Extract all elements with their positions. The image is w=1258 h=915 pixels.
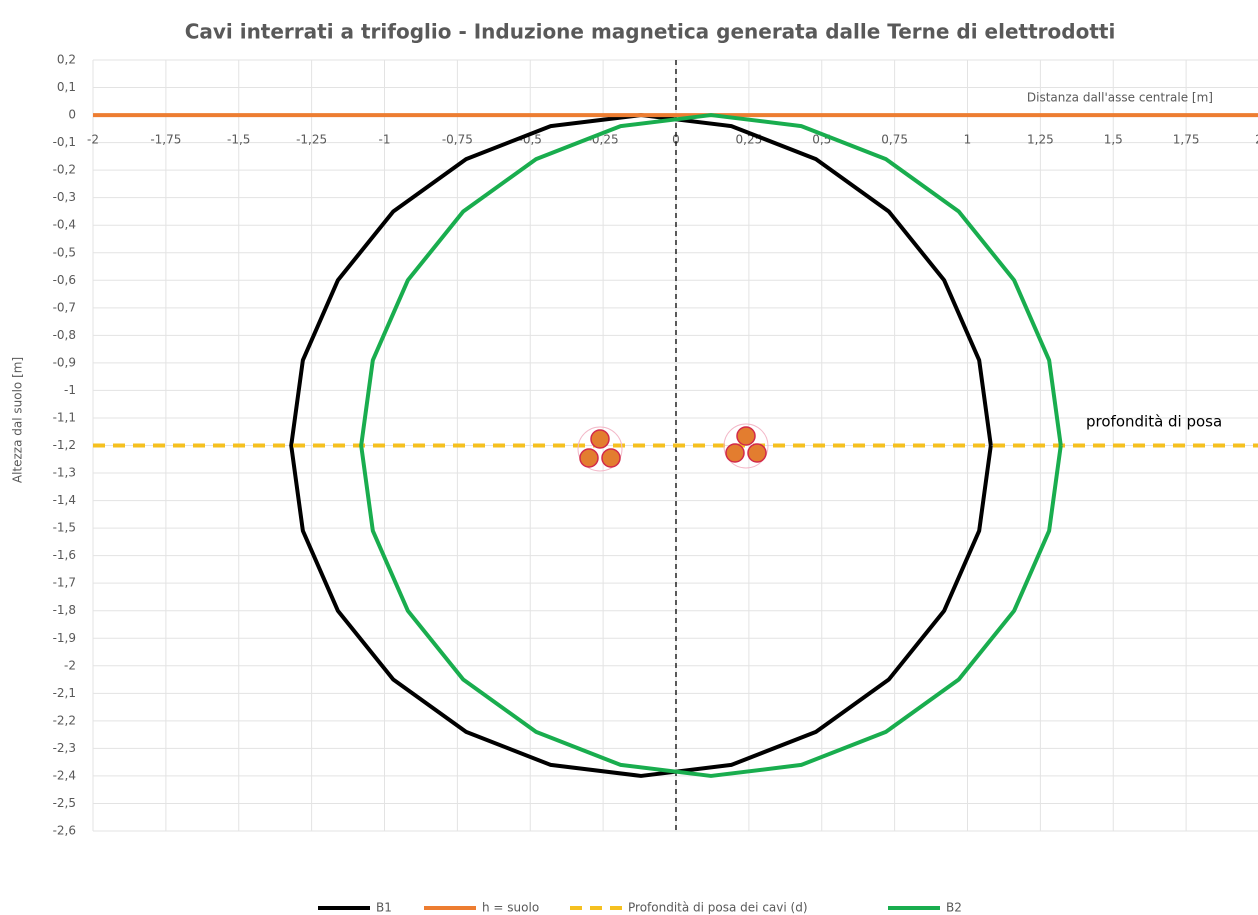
x-tick-label: -1 xyxy=(379,133,391,147)
y-tick-label: -2,2 xyxy=(53,713,76,727)
x-tick-label: 0,75 xyxy=(881,133,908,147)
y-axis-title: Altezza dal suolo [m] xyxy=(11,357,25,483)
legend: B1 h = suolo Profondità di posa dei cavi (… xyxy=(318,901,962,915)
y-tick-label: -2,1 xyxy=(53,686,76,700)
y-tick-label: -1,1 xyxy=(53,410,76,424)
y-tick-label: -1,7 xyxy=(53,576,76,590)
x-tick-label: 1 xyxy=(964,133,972,147)
x-tick-label: 0 xyxy=(672,133,680,147)
x-tick-label: -1,25 xyxy=(296,133,327,147)
y-tick-label: 0 xyxy=(68,108,76,122)
y-tick-label: -1,5 xyxy=(53,521,76,535)
y-tick-label: -1,4 xyxy=(53,493,76,507)
y-tick-label: -2,5 xyxy=(53,796,76,810)
legend-label: h = suolo xyxy=(482,901,539,915)
x-tick-label: -0,75 xyxy=(442,133,473,147)
series-layer xyxy=(93,113,1258,778)
y-tick-label: -1,3 xyxy=(53,466,76,480)
y-tick-label: -0,1 xyxy=(53,135,76,149)
y-tick-label: -1,9 xyxy=(53,631,76,645)
series-line xyxy=(359,113,1063,778)
y-tick-label: -0,4 xyxy=(53,218,76,232)
y-tick-label: -0,7 xyxy=(53,300,76,314)
cable-icon xyxy=(723,423,769,469)
legend-label: B1 xyxy=(376,901,392,915)
legend-label: B2 xyxy=(946,901,962,915)
y-tick-label: -2,4 xyxy=(53,768,76,782)
y-tick-label: -0,6 xyxy=(53,273,76,287)
legend-label: Profondità di posa dei cavi (d) xyxy=(628,901,808,915)
chart-title: Cavi interrati a trifoglio - Induzione m… xyxy=(185,20,1116,44)
y-tick-label: -0,5 xyxy=(53,245,76,259)
y-tick-label: -2,3 xyxy=(53,741,76,755)
y-tick-label: -2 xyxy=(64,658,76,672)
y-tick-label: -1,6 xyxy=(53,548,76,562)
x-tick-label: 1,5 xyxy=(1104,133,1123,147)
y-tick-label: 0,1 xyxy=(57,80,76,94)
y-tick-label: -1,2 xyxy=(53,438,76,452)
cable-icon xyxy=(577,426,623,472)
y-tick-label: -0,8 xyxy=(53,328,76,342)
y-tick-label: -0,3 xyxy=(53,190,76,204)
y-tick-label: -2,6 xyxy=(53,824,76,838)
grid: 0,2 0,1 0 -0,1 -0,2 -0,3 -0,4 -0,5 -0,6 -0,7 -0,8 -… xyxy=(53,53,1258,838)
x-axis-title: Distanza dall'asse centrale [m] xyxy=(1027,91,1213,105)
x-tick-label: -1,5 xyxy=(227,133,250,147)
x-tick-label: -1,75 xyxy=(150,133,181,147)
x-tick-label: 1,75 xyxy=(1173,133,1200,147)
annotation: profondità di posa xyxy=(1086,413,1222,431)
y-tick-label: 0,2 xyxy=(57,53,76,67)
y-tick-label: -0,2 xyxy=(53,163,76,177)
x-tick-label: -2 xyxy=(87,133,99,147)
series-line xyxy=(289,113,993,778)
y-tick-label: -1 xyxy=(64,383,76,397)
x-tick-label: 2 xyxy=(1255,133,1258,147)
x-tick-label: 1,25 xyxy=(1027,133,1054,147)
y-tick-label: -1,8 xyxy=(53,603,76,617)
y-tick-label: -0,9 xyxy=(53,355,76,369)
